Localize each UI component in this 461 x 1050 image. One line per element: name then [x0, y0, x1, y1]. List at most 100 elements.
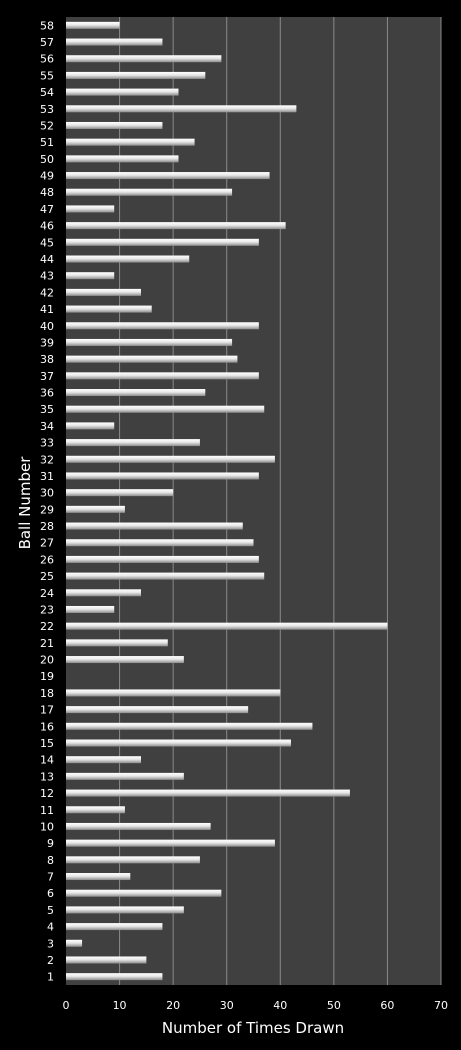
bar — [66, 288, 141, 296]
x-tick-label: 60 — [380, 999, 394, 1012]
bar — [66, 71, 206, 79]
y-tick-label: 4 — [47, 921, 54, 934]
bar — [66, 956, 147, 964]
y-tick-label: 11 — [40, 804, 54, 817]
y-tick-label: 15 — [40, 737, 54, 750]
y-tick-label: 51 — [40, 136, 54, 149]
y-tick-label: 53 — [40, 103, 54, 116]
bar — [66, 555, 259, 563]
x-tick-label: 10 — [113, 999, 127, 1012]
bar — [66, 923, 163, 931]
bar — [66, 806, 125, 814]
y-tick-label: 2 — [47, 954, 54, 967]
y-tick-label: 32 — [40, 453, 54, 466]
bar — [66, 572, 265, 580]
x-tick-label: 40 — [273, 999, 287, 1012]
y-tick-label: 28 — [40, 520, 54, 533]
bar — [66, 539, 254, 547]
bar — [66, 789, 350, 797]
x-tick-labels: 0 10 20 30 40 50 60 70 — [63, 999, 449, 1012]
bar — [66, 38, 163, 46]
bars — [66, 21, 388, 981]
y-tick-label: 27 — [40, 537, 54, 550]
bar — [66, 706, 249, 714]
y-tick-label: 31 — [40, 470, 54, 483]
x-axis-title: Number of Times Drawn — [162, 1019, 344, 1037]
bar — [66, 439, 200, 447]
bar — [66, 605, 115, 613]
y-tick-label: 57 — [40, 36, 54, 49]
y-axis-title: Ball Number — [16, 456, 34, 550]
bar — [66, 589, 141, 597]
bar — [66, 873, 131, 881]
y-tick-label: 36 — [40, 387, 54, 400]
y-tick-label: 58 — [40, 19, 54, 32]
y-tick-label: 56 — [40, 53, 54, 66]
bar — [66, 739, 291, 747]
bar — [66, 405, 265, 413]
bar — [66, 155, 179, 163]
bar — [66, 121, 163, 129]
y-tick-label: 29 — [40, 503, 54, 516]
bar — [66, 839, 275, 847]
y-tick-label: 24 — [40, 587, 54, 600]
bar — [66, 639, 168, 647]
bar — [66, 472, 259, 480]
bar — [66, 722, 313, 730]
bar — [66, 372, 259, 380]
y-tick-label: 46 — [40, 220, 54, 233]
y-tick-label: 7 — [47, 871, 54, 884]
bar — [66, 105, 297, 113]
bar — [66, 255, 190, 263]
y-tick-label: 19 — [40, 670, 54, 683]
x-tick-label: 20 — [166, 999, 180, 1012]
y-tick-label: 16 — [40, 720, 54, 733]
bar — [66, 188, 233, 196]
bar — [66, 21, 120, 29]
bar — [66, 906, 184, 914]
bar — [66, 305, 152, 313]
bar — [66, 455, 275, 463]
bar — [66, 772, 184, 780]
bar — [66, 656, 184, 664]
y-tick-label: 10 — [40, 820, 54, 833]
y-tick-label: 45 — [40, 236, 54, 249]
y-tick-label: 50 — [40, 153, 54, 166]
y-tick-label: 3 — [47, 937, 54, 950]
bar — [66, 973, 163, 981]
y-tick-label: 39 — [40, 336, 54, 349]
y-tick-label: 18 — [40, 687, 54, 700]
x-tick-label: 30 — [220, 999, 234, 1012]
bar — [66, 222, 286, 230]
y-tick-label: 20 — [40, 654, 54, 667]
bar — [66, 422, 115, 430]
y-tick-label: 33 — [40, 437, 54, 450]
bar — [66, 756, 141, 764]
bar — [66, 389, 206, 397]
y-tick-label: 1 — [47, 971, 54, 984]
y-tick-label: 35 — [40, 403, 54, 416]
bar — [66, 138, 195, 146]
y-tick-label: 23 — [40, 603, 54, 616]
y-tick-label: 55 — [40, 69, 54, 82]
y-tick-label: 5 — [47, 904, 54, 917]
bar — [66, 172, 270, 180]
bar — [66, 238, 259, 246]
bar — [66, 822, 211, 830]
bar — [66, 322, 259, 330]
bar — [66, 355, 238, 363]
bar — [66, 889, 222, 897]
bar — [66, 856, 200, 864]
y-tick-label: 47 — [40, 203, 54, 216]
x-tick-label: 70 — [434, 999, 448, 1012]
y-tick-label: 43 — [40, 270, 54, 283]
y-tick-label: 52 — [40, 119, 54, 132]
bar — [66, 489, 174, 497]
y-tick-label: 12 — [40, 787, 54, 800]
y-tick-label: 9 — [47, 837, 54, 850]
bar — [66, 205, 115, 213]
y-tick-label: 30 — [40, 487, 54, 500]
bar — [66, 939, 83, 947]
y-tick-label: 44 — [40, 253, 54, 266]
